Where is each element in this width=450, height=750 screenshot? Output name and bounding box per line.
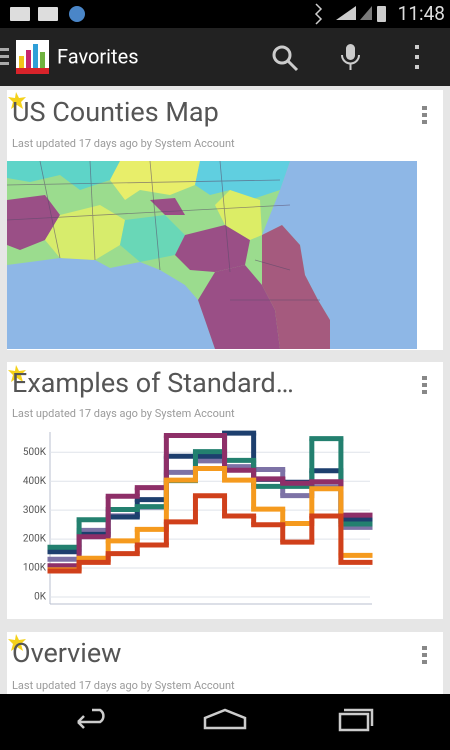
y-tick-label: 0K bbox=[34, 592, 47, 603]
card-subtitle: Last updated 17 days ago by System Accou… bbox=[12, 679, 235, 692]
back-button[interactable] bbox=[77, 708, 105, 729]
card-title: US Counties Map bbox=[12, 96, 219, 128]
card-title: Overview bbox=[12, 637, 121, 669]
favorite-star[interactable] bbox=[8, 365, 26, 382]
card-title: Examples of Standard… bbox=[12, 367, 294, 399]
search-button[interactable] bbox=[272, 45, 299, 72]
favorite-star[interactable] bbox=[8, 92, 26, 109]
favorite-star[interactable] bbox=[8, 634, 26, 651]
navigation-bar bbox=[0, 694, 450, 750]
home-button[interactable] bbox=[203, 708, 247, 730]
system-icons bbox=[314, 3, 386, 25]
chart-thumbnail bbox=[47, 430, 373, 598]
notification-icons bbox=[10, 6, 85, 22]
card-subtitle: Last updated 17 days ago by System Accou… bbox=[12, 137, 235, 150]
screen-title: Favorites bbox=[57, 44, 139, 68]
favorite-card[interactable]: Examples of Standard… Last updated 17 da… bbox=[7, 362, 443, 619]
y-tick-label: 500K bbox=[23, 447, 47, 458]
map-thumbnail bbox=[7, 161, 417, 349]
y-tick-label: 300K bbox=[23, 505, 47, 516]
overflow-menu[interactable] bbox=[415, 45, 419, 69]
favorite-card[interactable]: US Counties Map Last updated 17 days ago… bbox=[7, 90, 443, 350]
card-menu[interactable] bbox=[422, 646, 427, 664]
clock: 11:48 bbox=[398, 2, 445, 25]
y-tick-label: 100K bbox=[23, 563, 47, 574]
recents-button[interactable] bbox=[338, 708, 374, 732]
voice-button[interactable] bbox=[341, 44, 360, 70]
card bbox=[7, 362, 443, 619]
card-menu[interactable] bbox=[422, 106, 427, 124]
y-tick-label: 400K bbox=[23, 476, 47, 487]
card bbox=[7, 632, 443, 702]
card-subtitle: Last updated 17 days ago by System Accou… bbox=[12, 407, 235, 420]
card-menu[interactable] bbox=[422, 376, 427, 394]
favorite-card[interactable]: Overview Last updated 17 days ago by Sys… bbox=[7, 632, 443, 702]
app-icon[interactable] bbox=[0, 40, 49, 74]
y-tick-label: 200K bbox=[23, 534, 47, 545]
action-bar bbox=[0, 28, 450, 86]
